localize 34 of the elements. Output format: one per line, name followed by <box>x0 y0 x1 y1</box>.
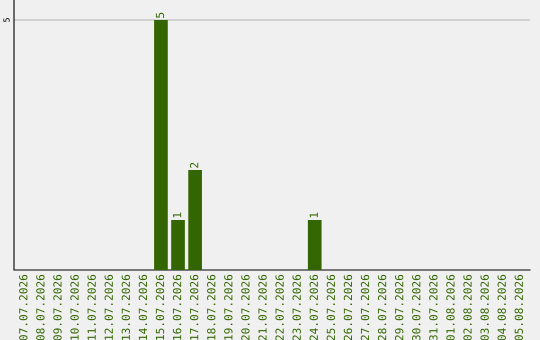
x-tick-label: 27.07.2026 <box>360 274 370 340</box>
x-tick-label: 01.08.2026 <box>446 274 455 340</box>
x-tick-label: 09.07.2026 <box>53 274 62 340</box>
data-label: 1 <box>173 212 182 218</box>
data-label: 1 <box>310 212 318 218</box>
x-tick-label: 13.07.2026 <box>122 274 130 340</box>
x-tick-label: 15.07.2026 <box>156 274 164 340</box>
x-tick-label: 26.07.2026 <box>344 274 352 340</box>
data-label: 2 <box>190 162 198 168</box>
x-tick-label: 03.08.2026 <box>480 274 489 340</box>
x-tick-label: 18.07.2026 <box>207 274 216 340</box>
x-tick-label: 12.07.2026 <box>104 274 113 340</box>
x-tick-label: 22.07.2026 <box>275 274 284 340</box>
x-tick-label: 17.07.2026 <box>190 274 198 340</box>
x-tick-label: 24.07.2026 <box>310 274 318 340</box>
data-label: 5 <box>156 12 164 18</box>
x-tick-label: 16.07.2026 <box>172 274 182 340</box>
x-tick-label: 02.08.2026 <box>463 274 472 340</box>
x-tick-label: 23.07.2026 <box>292 274 301 340</box>
x-tick-label: 28.07.2026 <box>378 274 386 340</box>
x-tick-label: 11.07.2026 <box>87 274 96 340</box>
x-tick-label: 14.07.2026 <box>138 274 148 340</box>
x-tick-label: 29.07.2026 <box>394 274 404 340</box>
x-tick-label: 30.07.2026 <box>412 274 420 340</box>
x-tick-label: 20.07.2026 <box>241 274 250 340</box>
x-tick-label: 31.07.2026 <box>429 274 438 340</box>
x-tick-label: 10.07.2026 <box>70 274 79 340</box>
x-tick-label: 07.07.2026 <box>19 274 28 340</box>
x-tick-label: 21.07.2026 <box>258 274 267 340</box>
x-tick-label: 19.07.2026 <box>224 274 233 340</box>
x-tick-label: 08.07.2026 <box>36 274 45 340</box>
x-tick-label: 05.08.2026 <box>514 274 523 340</box>
x-tick-label: 25.07.2026 <box>326 274 336 340</box>
x-tick-label: 04.08.2026 <box>498 274 506 340</box>
